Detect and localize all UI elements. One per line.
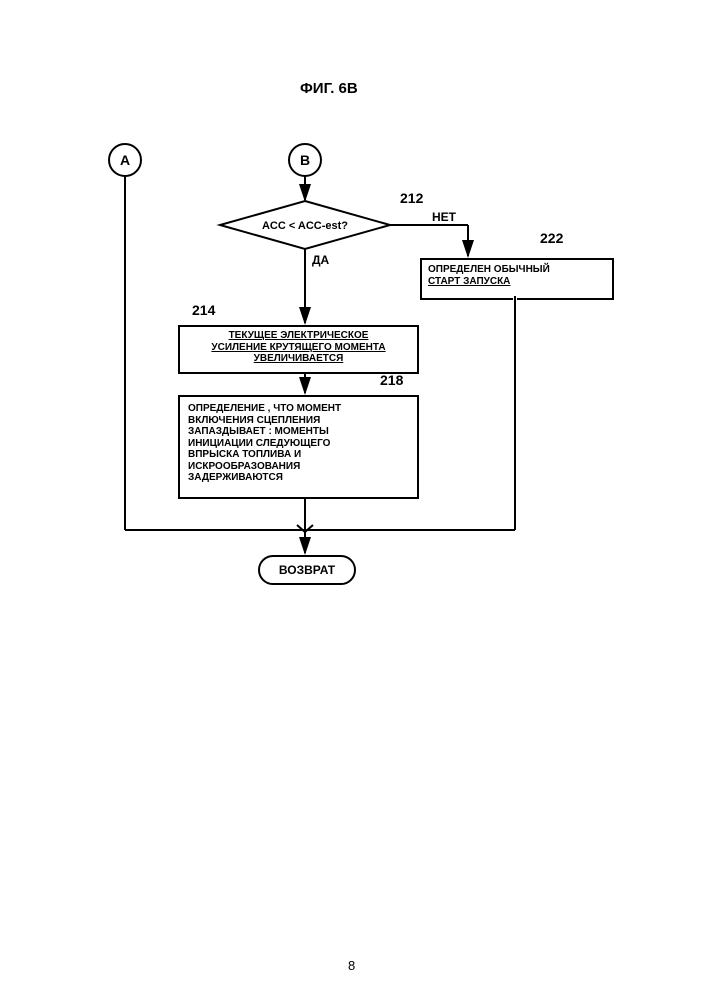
flowchart-svg-overlay bbox=[0, 0, 707, 1000]
page: { "figure": { "title": "ФИГ. 6B", "page_… bbox=[0, 0, 707, 1000]
